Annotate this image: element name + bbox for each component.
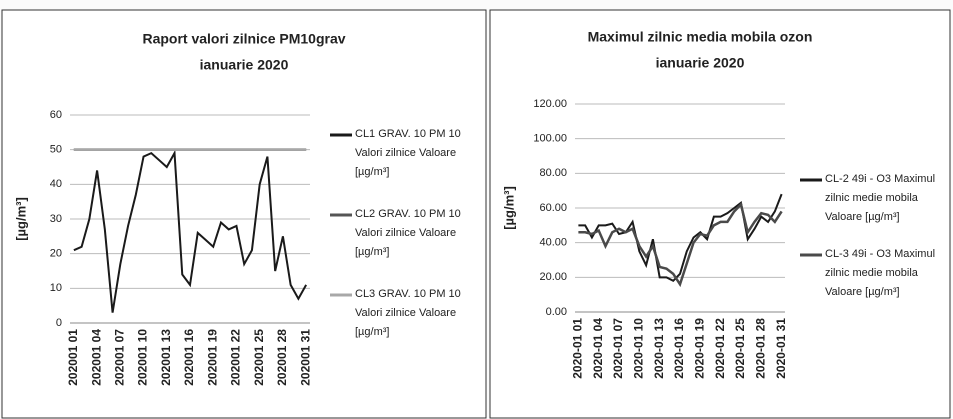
x-tick-label: 202001 16: [182, 329, 196, 386]
legend-label: CL-2 49i - O3 Maximul zilnic medie mobil…: [825, 173, 936, 223]
series-line: [73, 149, 308, 313]
y-tick-label: 60.00: [539, 202, 567, 214]
x-tick-label: 202001 25: [252, 329, 266, 386]
y-tick-label: 80.00: [539, 167, 567, 179]
y-tick-label: 50: [50, 144, 62, 156]
x-tick-label: 202001 07: [112, 329, 126, 386]
y-tick-label: 100.00: [533, 133, 567, 145]
x-tick-label: 202001 28: [275, 329, 289, 386]
x-tick-label: 2020-01 16: [672, 318, 686, 379]
y-tick-label: 0: [56, 317, 62, 329]
legend-label: CL1 GRAV. 10 PM 10 Valori zilnice Valoar…: [355, 128, 461, 178]
x-tick-label: 2020-01 10: [632, 318, 646, 379]
x-tick-label: 202001 10: [136, 329, 150, 386]
x-tick-label: 2020-01 13: [652, 318, 666, 379]
legend-label: CL-3 49i - O3 Maximul zilnic medie mobil…: [825, 248, 936, 298]
x-tick-label: 2020-01 22: [713, 318, 727, 379]
x-tick-label: 2020-01 31: [774, 318, 788, 379]
y-axis-label: [µg/m³]: [13, 197, 28, 241]
x-tick-label: 202001 22: [229, 329, 243, 386]
x-tick-label: 2020-01 07: [611, 318, 625, 379]
series-line: [578, 202, 783, 288]
x-tick-label: 2020-01 04: [591, 318, 605, 379]
y-tick-label: 30: [50, 213, 62, 225]
x-tick-label: 202001 19: [205, 329, 219, 386]
chart-title: Raport valori zilnice PM10grav: [142, 31, 345, 47]
chart-title: Maximul zilnic media mobila ozon: [588, 29, 813, 45]
x-tick-label: 202001 13: [159, 329, 173, 386]
x-tick-label: 2020-01 19: [692, 318, 706, 379]
x-tick-label: 2020-01 01: [571, 318, 585, 379]
y-tick-label: 20.00: [539, 271, 567, 283]
chart-subtitle: ianuarie 2020: [656, 55, 745, 71]
legend-label: CL2 GRAV. 10 PM 10 Valori zilnice Valoar…: [355, 208, 461, 258]
y-tick-label: 120.00: [533, 98, 567, 110]
y-tick-label: 0.00: [546, 306, 567, 318]
panel: [489, 9, 951, 419]
legend-label: CL3 GRAV. 10 PM 10 Valori zilnice Valoar…: [355, 288, 461, 338]
y-axis-label: [µg/m³]: [501, 186, 516, 230]
y-tick-label: 60: [50, 109, 62, 121]
y-tick-label: 10: [50, 282, 62, 294]
x-tick-label: 2020-01 25: [733, 318, 747, 379]
y-tick-label: 20: [50, 248, 62, 260]
x-tick-label: 202001 04: [89, 329, 103, 386]
series-line: [578, 193, 783, 283]
x-tick-label: 2020-01 28: [753, 318, 767, 379]
y-tick-label: 40: [50, 178, 62, 190]
chart-subtitle: ianuarie 2020: [200, 57, 289, 73]
x-tick-label: 202001 31: [298, 329, 312, 386]
panel: [1, 9, 487, 419]
y-tick-label: 40.00: [539, 237, 567, 249]
x-tick-label: 202001 01: [66, 329, 80, 386]
